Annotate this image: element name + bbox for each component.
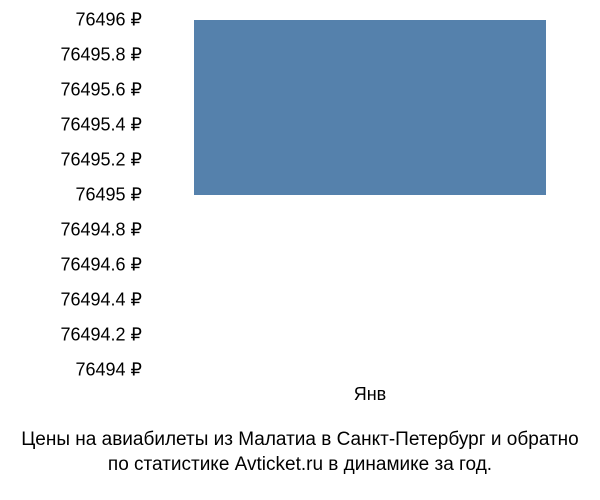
y-axis: 76496 ₽ 76495.8 ₽ 76495.6 ₽ 76495.4 ₽ 76495.… [0, 10, 150, 390]
caption-line-1: Цены на авиабилеты из Малатиа в Санкт-Пе… [0, 428, 600, 453]
plot-area: Янв [155, 10, 585, 360]
y-tick-label: 76494 ₽ [2, 360, 142, 381]
y-tick-label: 76494.6 ₽ [2, 255, 142, 276]
y-tick-label: 76495 ₽ [2, 185, 142, 206]
y-tick-label: 76494.2 ₽ [2, 325, 142, 346]
y-tick-label: 76494.4 ₽ [2, 290, 142, 311]
bar [194, 20, 547, 195]
chart-area: 76496 ₽ 76495.8 ₽ 76495.6 ₽ 76495.4 ₽ 76495.… [0, 10, 600, 390]
y-tick-label: 76495.8 ₽ [2, 45, 142, 66]
caption-line-2: по статистике Avticket.ru в динамике за … [0, 453, 600, 478]
y-tick-label: 76494.8 ₽ [2, 220, 142, 241]
y-tick-label: 76495.4 ₽ [2, 115, 142, 136]
y-tick-label: 76495.6 ₽ [2, 80, 142, 101]
x-tick-label: Янв [354, 384, 387, 405]
y-tick-label: 76496 ₽ [2, 10, 142, 31]
y-tick-label: 76495.2 ₽ [2, 150, 142, 171]
